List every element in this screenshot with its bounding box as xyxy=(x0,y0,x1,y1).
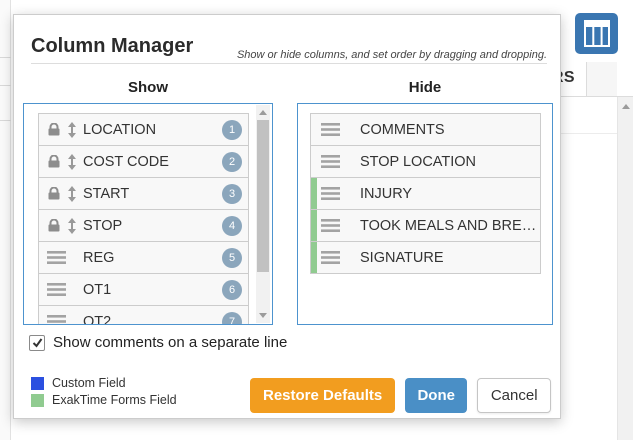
show-column-item[interactable]: COST CODE 2 xyxy=(38,145,249,178)
show-list-scrollbar[interactable] xyxy=(256,105,270,323)
hide-column-list: COMMENTS STOP LOCATION INJURY TOOK MEALS… xyxy=(297,103,553,325)
drag-handle-icon[interactable] xyxy=(47,315,66,324)
drag-handle-icon[interactable] xyxy=(47,251,66,264)
item-icons xyxy=(47,315,83,324)
legend-color-swatch xyxy=(31,376,44,390)
tab-divider xyxy=(586,62,587,97)
show-column-item[interactable]: OT2 7 xyxy=(38,305,249,325)
drag-handle-icon[interactable] xyxy=(321,187,340,200)
reorder-arrows-icon[interactable] xyxy=(67,217,77,234)
column-label: INJURY xyxy=(360,185,413,202)
forms-field-bar xyxy=(311,146,317,177)
hide-column-item[interactable]: INJURY xyxy=(310,177,541,210)
column-label: SIGNATURE xyxy=(360,249,444,266)
hide-column-item[interactable]: COMMENTS xyxy=(310,113,541,146)
lock-icon xyxy=(47,155,61,168)
reorder-arrows-icon[interactable] xyxy=(67,185,77,202)
hide-column-item[interactable]: TOOK MEALS AND BRE… xyxy=(310,209,541,242)
forms-field-bar xyxy=(311,210,317,241)
tab-bottom-border xyxy=(550,96,633,97)
column-label: START xyxy=(83,185,130,202)
scroll-down-arrow-icon[interactable] xyxy=(259,313,267,318)
checkmark-icon xyxy=(32,337,43,348)
column-label: STOP xyxy=(83,217,123,234)
lock-icon xyxy=(47,219,61,232)
reorder-arrows-icon[interactable] xyxy=(67,153,77,170)
cancel-button[interactable]: Cancel xyxy=(477,378,552,413)
legend-row: ExakTime Forms Field xyxy=(31,392,177,408)
legend-label: ExakTime Forms Field xyxy=(52,393,177,407)
restore-defaults-button[interactable]: Restore Defaults xyxy=(250,378,396,413)
order-badge: 1 xyxy=(222,119,242,140)
done-button[interactable]: Done xyxy=(405,378,468,413)
column-label: OT1 xyxy=(83,281,112,298)
show-column-item[interactable]: START 3 xyxy=(38,177,249,210)
column-label: TOOK MEALS AND BRE… xyxy=(360,217,537,234)
hide-column-item[interactable]: STOP LOCATION xyxy=(310,145,541,178)
order-badge: 5 xyxy=(222,247,242,268)
item-icons xyxy=(47,153,83,170)
order-badge: 4 xyxy=(222,215,242,236)
drag-handle-icon[interactable] xyxy=(321,219,340,232)
background-scrollbar[interactable] xyxy=(617,97,633,440)
reorder-arrows-icon[interactable] xyxy=(67,121,77,138)
background-grid-line xyxy=(0,57,11,58)
field-type-legend: Custom Field ExakTime Forms Field xyxy=(31,375,177,409)
scroll-up-arrow-icon[interactable] xyxy=(622,104,630,109)
show-comments-option[interactable]: Show comments on a separate line xyxy=(29,334,287,351)
order-badge: 2 xyxy=(222,151,242,172)
drag-handle-icon[interactable] xyxy=(321,123,340,136)
hide-column-item[interactable]: SIGNATURE xyxy=(310,241,541,274)
show-column-item[interactable]: STOP 4 xyxy=(38,209,249,242)
background-tab xyxy=(587,62,617,96)
show-column-item[interactable]: OT1 6 xyxy=(38,273,249,306)
forms-field-bar xyxy=(311,242,317,273)
order-badge: 6 xyxy=(222,279,242,300)
lock-icon xyxy=(47,123,61,136)
order-badge: 3 xyxy=(222,183,242,204)
item-icons xyxy=(47,217,83,234)
dialog-subtitle: Show or hide columns, and set order by d… xyxy=(236,49,547,61)
dialog-actions: Restore Defaults Done Cancel xyxy=(250,378,552,413)
background-table-edge xyxy=(0,0,11,440)
dialog-title: Column Manager xyxy=(31,35,194,57)
lock-icon xyxy=(47,187,61,200)
legend-row: Custom Field xyxy=(31,375,177,391)
legend-label: Custom Field xyxy=(52,376,126,390)
item-icons xyxy=(47,185,83,202)
table-columns-icon xyxy=(583,20,610,47)
forms-field-bar xyxy=(311,178,317,209)
column-manager-dialog: Column Manager Show or hide columns, and… xyxy=(13,14,561,419)
column-label: STOP LOCATION xyxy=(360,153,477,170)
show-column-header: Show xyxy=(128,79,168,96)
item-icons xyxy=(47,121,83,138)
column-label: OT2 xyxy=(83,313,112,325)
column-label: LOCATION xyxy=(83,121,157,138)
drag-handle-icon[interactable] xyxy=(321,155,340,168)
item-icons xyxy=(47,251,83,264)
header-divider xyxy=(31,63,547,64)
background-grid-line xyxy=(0,85,11,86)
order-badge: 7 xyxy=(222,311,242,324)
column-label: COST CODE xyxy=(83,153,169,170)
hide-column-header: Hide xyxy=(408,79,442,96)
legend-color-swatch xyxy=(31,393,44,407)
column-label: REG xyxy=(83,249,115,266)
show-column-list: LOCATION 1 COST CODE 2 START 3 xyxy=(23,103,273,325)
show-comments-checkbox[interactable] xyxy=(29,334,45,351)
show-column-item[interactable]: LOCATION 1 xyxy=(38,113,249,146)
background-grid-line xyxy=(0,120,11,121)
show-comments-label[interactable]: Show comments on a separate line xyxy=(53,334,288,351)
column-manager-toggle-button[interactable] xyxy=(575,13,618,54)
show-column-item[interactable]: REG 5 xyxy=(38,241,249,274)
background-grid-line xyxy=(561,133,617,134)
scroll-up-arrow-icon[interactable] xyxy=(259,110,267,115)
column-label: COMMENTS xyxy=(360,121,445,138)
drag-handle-icon[interactable] xyxy=(321,251,340,264)
drag-handle-icon[interactable] xyxy=(47,283,66,296)
forms-field-bar xyxy=(311,114,317,145)
scrollbar-thumb[interactable] xyxy=(257,120,269,272)
item-icons xyxy=(47,283,83,296)
